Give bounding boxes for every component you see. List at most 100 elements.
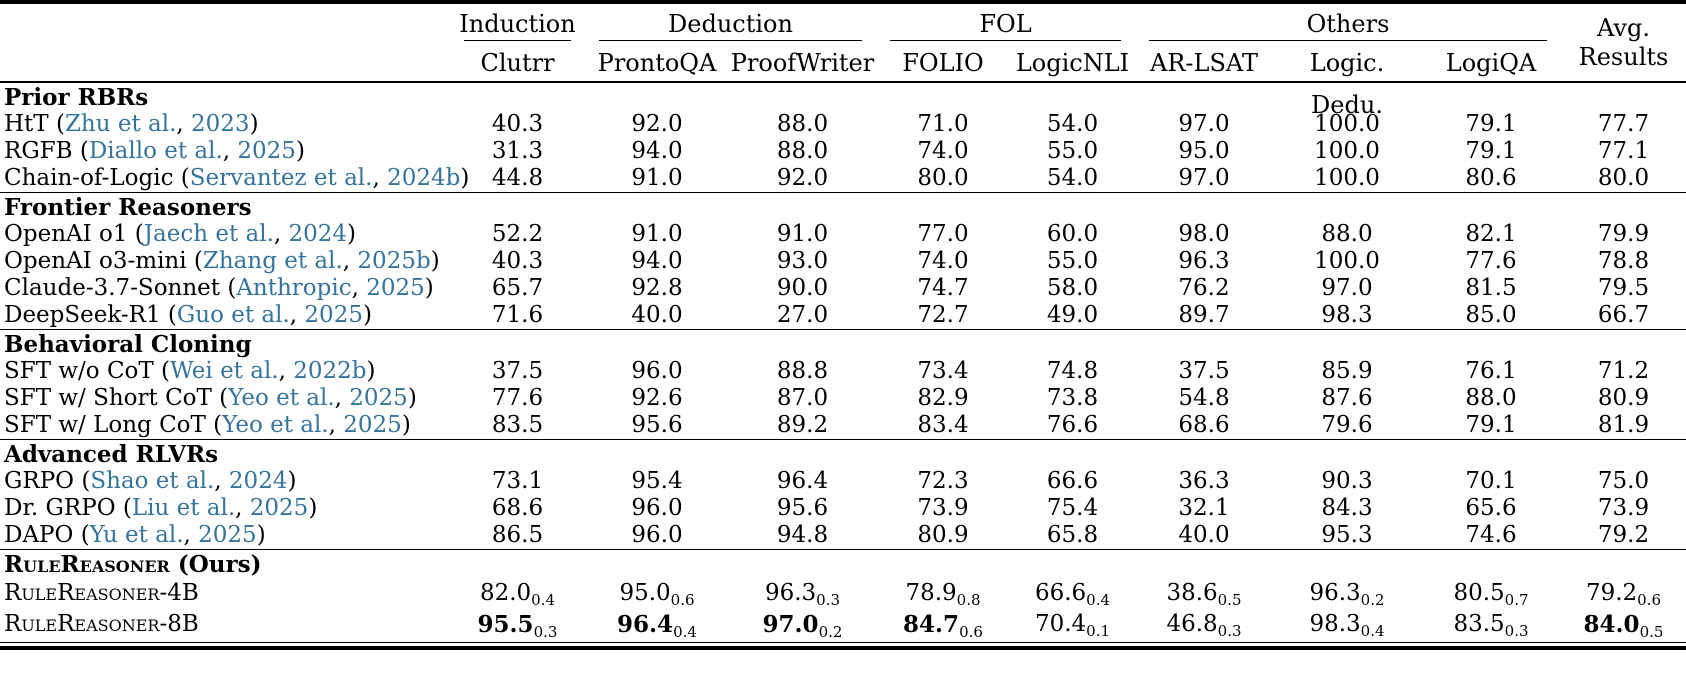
citation-link[interactable]: 2025 (198, 522, 257, 548)
metric-value: 96.0 (631, 358, 683, 384)
metric-value: 68.6 (1178, 412, 1230, 438)
row-label-text: , (351, 275, 367, 301)
metric-value: 60.0 (1046, 221, 1099, 247)
value-cell: 77.6 (450, 385, 585, 412)
metric-value: 70.4 (1034, 611, 1087, 637)
row-label-text: ) (308, 495, 318, 521)
metric-value: 82.1 (1465, 221, 1517, 247)
row-label-text: , (289, 302, 305, 328)
citation-link[interactable]: Yeo et al. (222, 412, 329, 438)
row-label: OpenAI o1 (Jaech et al., 2024) (0, 221, 450, 248)
value-cell: 73.9 (876, 495, 1010, 522)
section-divider (0, 192, 1686, 193)
value-cell: 71.0 (876, 111, 1010, 138)
stddev-subscript: 0.4 (531, 591, 556, 609)
citation-link[interactable]: Jaech et al. (143, 221, 274, 247)
metric-value: 96.3 (1178, 248, 1230, 274)
metric-value: 54.8 (1178, 385, 1230, 411)
value-cell: 98.0 (1135, 221, 1273, 248)
citation-link[interactable]: 2025 (237, 138, 296, 164)
stddev-subscript: 0.3 (533, 623, 558, 641)
metric-value: 80.5 (1453, 580, 1505, 606)
citation-link[interactable]: Guo et al. (176, 302, 290, 328)
citation-link[interactable]: 2025 (249, 495, 309, 521)
value-cell: 72.7 (876, 302, 1010, 329)
row-label-text: , (334, 385, 350, 411)
citation-link[interactable]: 2023 (191, 111, 250, 137)
citation-link[interactable]: Servantez et al. (189, 165, 373, 191)
citation-link[interactable]: 2025 (304, 302, 363, 328)
citation-link[interactable]: Yeo et al. (228, 385, 335, 411)
metric-value: 65.8 (1046, 522, 1099, 548)
citation-link[interactable]: Anthropic (236, 275, 352, 301)
value-cell: 60.0 (1010, 221, 1135, 248)
value-cell: 100.0 (1273, 111, 1421, 138)
metric-value: 75.4 (1046, 495, 1099, 521)
metric-value: 92.0 (631, 111, 683, 137)
metric-value: 87.6 (1321, 385, 1373, 411)
value-cell: 76.1 (1421, 358, 1561, 385)
value-cell: 32.1 (1135, 495, 1273, 522)
col-header-proofwriter: ProofWriter (730, 49, 875, 77)
value-cell: 79.1 (1421, 412, 1561, 439)
value-cell: 100.0 (1273, 165, 1421, 192)
citation-link[interactable]: 2025b (357, 248, 431, 274)
value-cell: 91.0 (729, 221, 876, 248)
citation-link[interactable]: 2024 (228, 468, 288, 494)
citation-link[interactable]: 2025 (366, 275, 425, 301)
value-cell: 96.30.3 (729, 578, 876, 609)
stddev-subscript: 0.1 (1086, 622, 1111, 640)
metric-value: 38.6 (1166, 580, 1218, 606)
metric-value: 98.3 (1321, 302, 1373, 328)
value-cell: 85.9 (1273, 358, 1421, 385)
metric-value: 94.0 (631, 138, 683, 164)
citation-link[interactable]: 2024b (387, 165, 461, 191)
value-cell: 74.0 (876, 138, 1010, 165)
citation-link[interactable]: Yu et al. (89, 522, 184, 548)
metric-value: 83.5 (1453, 611, 1505, 637)
metric-value: 96.0 (631, 495, 683, 521)
row-label-text: ) (430, 248, 440, 274)
metric-value: 89.7 (1178, 302, 1230, 328)
metric-value: 54.0 (1046, 165, 1099, 191)
value-cell: 80.50.7 (1421, 578, 1561, 609)
citation-link[interactable]: 2025 (349, 385, 408, 411)
section-divider (0, 329, 1686, 330)
value-cell: 91.0 (585, 165, 729, 192)
section-title-text: Frontier Reasoners (4, 194, 252, 221)
value-cell: 86.5 (450, 522, 585, 549)
col-group-induction: Induction (450, 4, 585, 42)
section-title-text: (Ours) (169, 551, 262, 578)
value-cell: 82.9 (876, 385, 1010, 412)
row-label-text: Claude-3.7-Sonnet ( (4, 275, 237, 301)
stddev-subscript: 0.6 (1637, 591, 1662, 609)
citation-link[interactable]: 2025 (343, 412, 402, 438)
citation-link[interactable]: Wei et al. (170, 358, 279, 384)
citation-link[interactable]: Shao et al. (90, 468, 215, 494)
citation-link[interactable]: Liu et al. (131, 495, 236, 521)
metric-value: 74.6 (1465, 522, 1517, 548)
value-cell: 92.8 (585, 275, 729, 302)
metric-value: 40.3 (491, 111, 544, 137)
metric-value: 78.8 (1597, 248, 1650, 274)
metric-value: 72.7 (917, 302, 969, 328)
citation-link[interactable]: 2024 (288, 221, 348, 247)
row-label: GRPO (Shao et al., 2024) (0, 468, 450, 495)
metric-value: 66.6 (1046, 468, 1099, 494)
value-cell: 97.0 (1273, 275, 1421, 302)
metric-value: 100.0 (1314, 248, 1380, 274)
value-cell: 79.20.6 (1561, 578, 1686, 609)
citation-link[interactable]: 2022b (293, 358, 367, 384)
metric-value: 71.2 (1597, 358, 1650, 384)
row-label-text: ) (362, 302, 372, 328)
section-title: RuleReasoner (Ours) (0, 550, 1686, 578)
value-cell: 65.6 (1421, 495, 1561, 522)
metric-value: 54.0 (1046, 111, 1099, 137)
metric-value: 93.0 (776, 248, 829, 274)
citation-link[interactable]: Zhu et al. (64, 111, 177, 137)
citation-link[interactable]: Zhang et al. (202, 248, 343, 274)
metric-value: 80.9 (917, 522, 969, 548)
metric-value: 97.0 (1178, 165, 1230, 191)
citation-link[interactable]: Diallo et al. (88, 138, 223, 164)
metric-value: 37.5 (1178, 358, 1230, 384)
